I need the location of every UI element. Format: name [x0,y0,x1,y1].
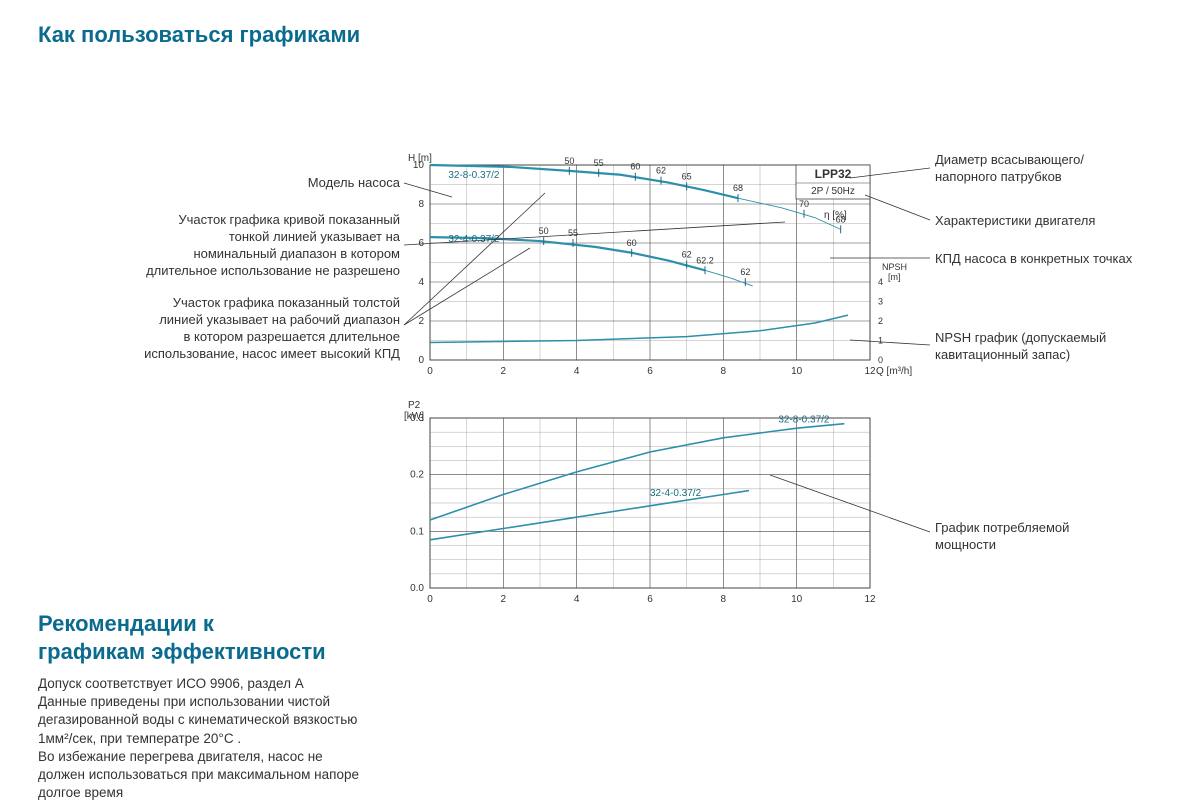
leader-lines [0,0,1200,800]
